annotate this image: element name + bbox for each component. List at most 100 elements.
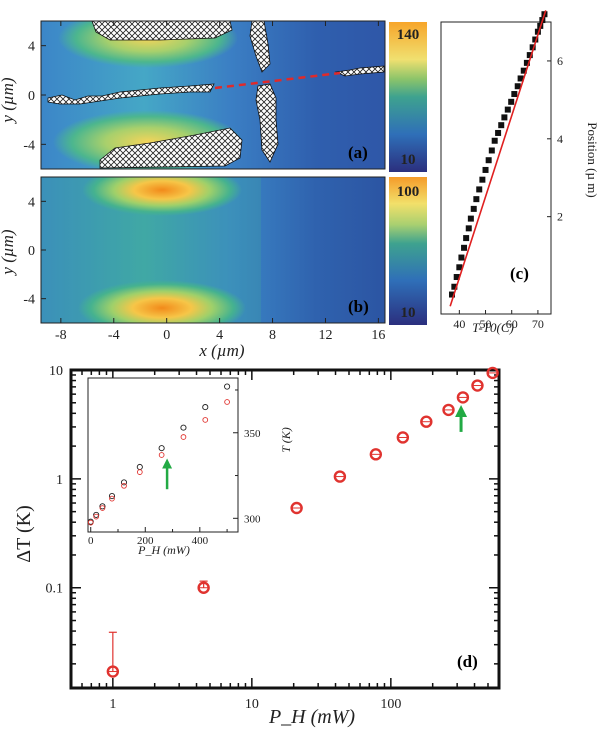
inset-point-model xyxy=(93,513,100,520)
inset-point-measured xyxy=(202,404,209,411)
data-point-c xyxy=(523,59,530,66)
colorbar-a-min: 10 xyxy=(401,152,416,168)
marks-c xyxy=(449,10,548,307)
x-tick-label-b: -8 xyxy=(55,328,67,343)
y-tick-label-d: 0.1 xyxy=(46,582,64,597)
panel-a-heatmap: -4 0 4 y (µm) (a) 140 10 xyxy=(0,20,427,172)
data-point-c xyxy=(451,283,458,290)
data-point-c xyxy=(498,122,505,129)
hatched-region xyxy=(91,21,233,41)
y-tick-label-b: 0 xyxy=(28,244,35,259)
colorbar-a xyxy=(389,22,427,172)
inset-point-measured xyxy=(224,383,231,390)
x-tick-label-d: 100 xyxy=(380,697,401,712)
y-tick-label-a: 4 xyxy=(28,40,35,55)
x-axis-label-d: P_H (mW) xyxy=(268,706,355,728)
inset-y-tick-label: 350 xyxy=(244,428,261,440)
panel-d-loglog: 1 10 100 0.1 1 10 ΔT (K) P_H (mW) (d) 0 200 400… xyxy=(13,364,501,728)
x-tick-label-c: 70 xyxy=(532,317,544,331)
x-tick-label-d: 1 xyxy=(109,697,116,712)
data-point-c xyxy=(532,36,539,43)
inset-y-axis-label: T (K) xyxy=(279,427,293,452)
hatched-region xyxy=(99,127,243,169)
hatched-region xyxy=(334,65,385,77)
ticks-inset: 0 200 400 300 350 xyxy=(88,389,261,547)
panel-tag-d: (d) xyxy=(457,652,478,671)
y-axis-label-d: ΔT (K) xyxy=(13,505,35,562)
data-point-c xyxy=(511,91,518,98)
y-tick-label-d: 10 xyxy=(49,364,63,379)
data-point-c xyxy=(508,98,515,105)
inset-x-tick-label: 0 xyxy=(88,535,94,547)
hatched-region xyxy=(255,83,279,163)
data-point-c xyxy=(491,137,498,144)
data-point-c xyxy=(456,264,463,271)
data-point-c xyxy=(482,166,489,173)
hot-spot-top-b xyxy=(82,177,242,216)
inset-point-measured xyxy=(180,424,187,431)
inset-point-model xyxy=(158,452,165,458)
inset-point-measured xyxy=(120,479,128,486)
x-tick-label-c: 40 xyxy=(453,317,465,331)
data-point-c xyxy=(514,83,521,90)
x-tick-label-b: 12 xyxy=(318,328,332,343)
colorbar-b-min: 10 xyxy=(401,305,416,321)
y-tick-label-b: 4 xyxy=(28,195,35,210)
y-axis-label-c: Position (µ m) xyxy=(585,122,600,197)
hot-spot-bottom-b xyxy=(78,280,246,323)
inset-point-model xyxy=(180,434,187,440)
x-tick-label-c: 50 xyxy=(480,317,492,331)
data-point-c xyxy=(467,215,474,222)
x-ticks-b: -8 -4 0 4 8 12 16 xyxy=(55,21,385,343)
inset-x-tick-label: 400 xyxy=(192,535,209,547)
inset-point-model xyxy=(136,469,143,475)
data-point-c xyxy=(495,129,502,136)
inset-y-tick-label: 300 xyxy=(244,513,261,525)
data-point-c xyxy=(488,147,495,154)
x-tick-label-b: 4 xyxy=(216,328,223,343)
x-tick-label-c: 60 xyxy=(506,317,518,331)
x-tick-label-b: 16 xyxy=(371,328,385,343)
data-point-c xyxy=(485,157,492,164)
inset-point-model xyxy=(202,417,209,423)
panel-tag-c-box xyxy=(508,259,544,285)
data-point-c xyxy=(473,196,480,203)
x-axis-label-c: T-T0(C) xyxy=(472,320,514,335)
data-point-c xyxy=(526,52,533,59)
inset-point-measured xyxy=(99,503,106,510)
inset-x-axis-label: P_H (mW) xyxy=(137,543,190,557)
inset-x-tick-label: 200 xyxy=(137,535,154,547)
y-ticks-b: -4 0 4 xyxy=(23,195,46,308)
x-tick-label-b: 8 xyxy=(269,328,276,343)
fit-line-c xyxy=(449,10,547,307)
hatched-region xyxy=(47,83,215,105)
inset-point-model xyxy=(224,399,230,405)
data-point-c xyxy=(453,274,460,281)
inset-point-model xyxy=(87,519,94,526)
inset-point-measured xyxy=(93,511,100,518)
inset-point-measured xyxy=(158,445,165,452)
x-axis-label-ab: x (µm) xyxy=(198,341,245,360)
panel-tag-a: (a) xyxy=(348,143,368,162)
y-tick-label-a: 0 xyxy=(28,89,35,104)
inset-point-model xyxy=(121,482,127,489)
panel-tag-c: (c) xyxy=(510,264,529,283)
y-axis-label-b: y (µm) xyxy=(0,229,17,277)
inset-frame xyxy=(87,377,239,533)
inset-point-measured xyxy=(108,493,116,500)
inset-point-model xyxy=(99,505,106,511)
data-point-c xyxy=(504,106,511,113)
ticks-c: 40 50 60 70 2 4 6 xyxy=(453,54,563,331)
hatched-region xyxy=(249,21,271,73)
marks-inset xyxy=(87,383,231,526)
y-tick-label-c: 2 xyxy=(557,210,563,224)
data-point-c xyxy=(520,67,527,74)
panel-tag-b: (b) xyxy=(348,297,369,316)
colorbar-b-max: 100 xyxy=(397,184,420,200)
x-tick-label-b: -4 xyxy=(108,328,120,343)
data-point-c xyxy=(461,244,468,251)
data-point-c xyxy=(458,254,465,261)
y-tick-label-c: 6 xyxy=(557,54,563,68)
